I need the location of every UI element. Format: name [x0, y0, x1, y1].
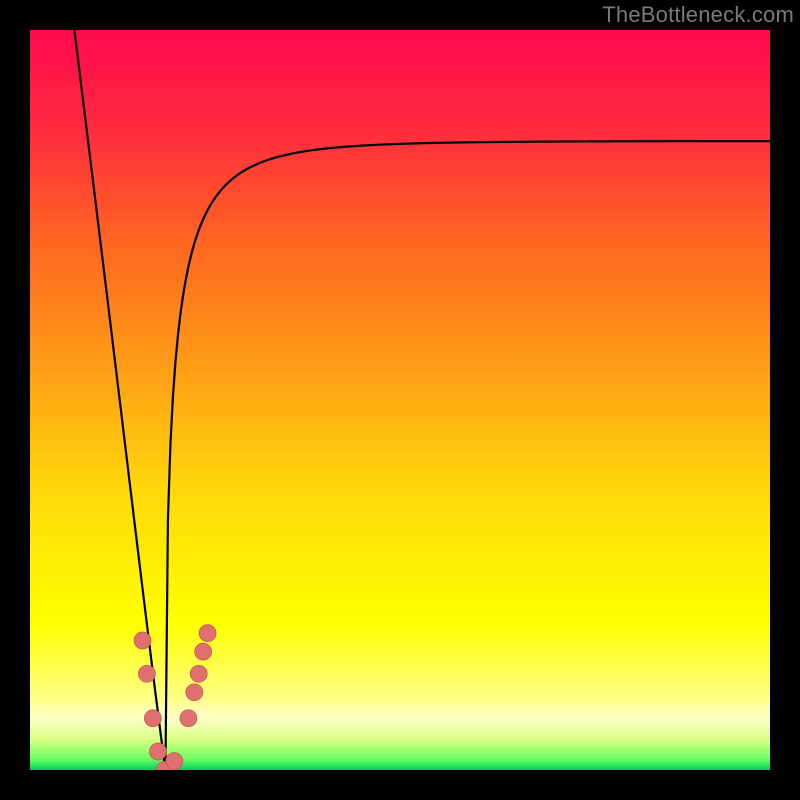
plot-svg: [0, 0, 800, 800]
data-marker: [144, 710, 161, 727]
data-marker: [190, 665, 207, 682]
data-marker: [180, 710, 197, 727]
chart-canvas: TheBottleneck.com: [0, 0, 800, 800]
data-marker: [134, 632, 151, 649]
watermark-text: TheBottleneck.com: [602, 2, 794, 28]
data-marker: [195, 643, 212, 660]
data-marker: [138, 665, 155, 682]
data-marker: [166, 753, 183, 770]
data-marker: [199, 625, 216, 642]
data-marker: [186, 684, 203, 701]
data-marker: [150, 743, 167, 760]
